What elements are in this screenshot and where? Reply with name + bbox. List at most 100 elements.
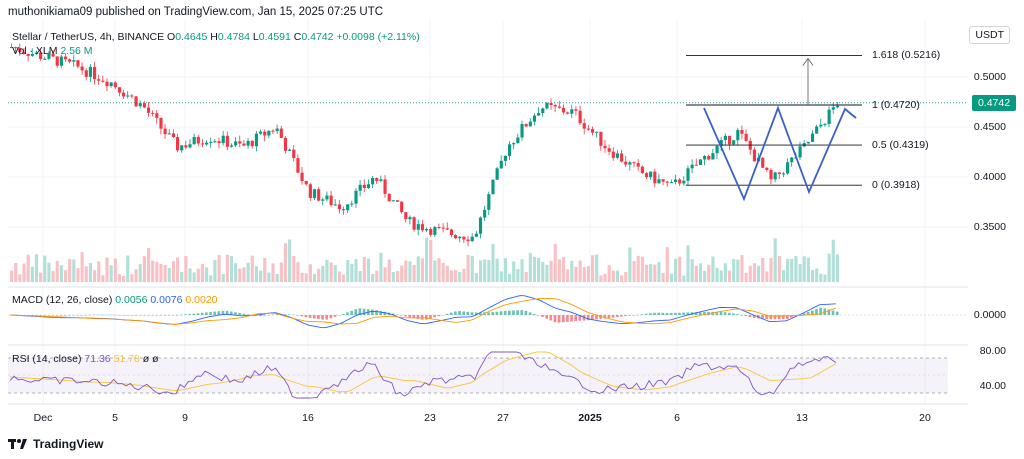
macd-histogram-bar bbox=[508, 310, 511, 315]
macd-histogram-bar bbox=[665, 312, 669, 315]
macd-histogram-bar bbox=[55, 315, 59, 316]
candle-body bbox=[566, 112, 570, 114]
volume-bar bbox=[395, 271, 400, 282]
volume-bar bbox=[47, 262, 51, 282]
fibonacci-levels[interactable] bbox=[686, 54, 862, 186]
tradingview-logo-icon bbox=[8, 439, 27, 449]
volume-bar bbox=[80, 252, 84, 282]
macd-histogram-bar bbox=[653, 312, 656, 315]
macd-histogram-bar bbox=[383, 311, 387, 315]
volume-bar bbox=[39, 272, 43, 282]
volume-bar bbox=[321, 265, 325, 282]
volume-bar bbox=[703, 270, 707, 282]
volume-bar bbox=[366, 258, 371, 282]
candle-body bbox=[520, 124, 524, 138]
macd-histogram-bar bbox=[574, 315, 578, 322]
time-tick-label: 20 bbox=[919, 412, 931, 424]
macd-histogram-bar bbox=[242, 313, 246, 315]
ohlc-value: 0.4742 bbox=[301, 31, 334, 43]
macd-histogram-bar bbox=[337, 315, 341, 316]
candle-body bbox=[63, 56, 68, 60]
volume-bar bbox=[624, 272, 628, 282]
volume-bar bbox=[628, 247, 632, 282]
candle-body bbox=[607, 148, 611, 152]
volume-bar bbox=[632, 261, 636, 282]
volume-bar bbox=[566, 269, 570, 282]
footer-brand[interactable]: TradingView bbox=[8, 437, 103, 451]
candle-body bbox=[59, 56, 63, 66]
candle-body bbox=[151, 112, 155, 114]
candle-body bbox=[379, 179, 383, 181]
volume-bar bbox=[30, 266, 34, 282]
candle-body bbox=[570, 109, 574, 114]
candle-body bbox=[615, 153, 620, 158]
macd-histogram-bar bbox=[777, 315, 781, 320]
macd-label[interactable]: MACD (12, 26, close) bbox=[12, 294, 113, 306]
symbol-name[interactable]: Stellar / TetherUS, 4h, BINANCE bbox=[12, 31, 165, 43]
macd-histogram-bar bbox=[478, 312, 482, 315]
candle-body bbox=[317, 189, 321, 201]
candle-body bbox=[466, 239, 470, 242]
volume-bar bbox=[283, 243, 288, 282]
macd-histogram-bar bbox=[711, 311, 714, 315]
currency-button[interactable]: USDT bbox=[969, 26, 1010, 44]
rsi-band bbox=[8, 358, 948, 393]
candle-body bbox=[51, 53, 55, 57]
macd-histogram-bar bbox=[727, 312, 731, 315]
candle-body bbox=[727, 135, 732, 145]
macd-histogram-bar bbox=[503, 310, 507, 315]
candle-body bbox=[213, 141, 217, 143]
macd-histogram-bar bbox=[686, 312, 690, 315]
rsi-label[interactable]: RSI (14, close) bbox=[12, 353, 82, 365]
candle-body bbox=[275, 128, 279, 132]
candle-body bbox=[420, 224, 424, 231]
volume-bar bbox=[611, 270, 615, 282]
volume-bar bbox=[678, 256, 682, 282]
volume-bar bbox=[474, 273, 478, 282]
volume-bar bbox=[732, 259, 736, 282]
macd-histogram-bar bbox=[615, 315, 619, 318]
volume-bar bbox=[379, 252, 383, 282]
target-arrow[interactable] bbox=[802, 57, 814, 105]
volume-bar bbox=[113, 258, 117, 282]
candle-body bbox=[250, 140, 254, 147]
candle-body bbox=[769, 169, 773, 180]
volume-bar bbox=[445, 265, 449, 282]
volume-bar bbox=[661, 272, 665, 282]
volume-bar bbox=[213, 259, 217, 282]
macd-histogram-bar bbox=[802, 313, 806, 315]
double-bottom-pattern[interactable] bbox=[703, 105, 857, 202]
macd-histogram-bar bbox=[437, 315, 441, 317]
publisher-line: muthonikiama09 published on TradingView.… bbox=[8, 6, 384, 18]
candle-body bbox=[234, 141, 238, 146]
macd-histogram-bar bbox=[296, 315, 299, 316]
candle-body bbox=[279, 128, 283, 138]
volume-bar bbox=[524, 272, 528, 282]
candle-body bbox=[229, 145, 234, 147]
candle-body bbox=[512, 143, 516, 145]
candle-body bbox=[835, 105, 839, 108]
volume-bar bbox=[532, 256, 537, 282]
symbol-legend: Stellar / TetherUS, 4h, BINANCE O0.4645 … bbox=[12, 31, 420, 43]
volume-bar bbox=[441, 262, 445, 282]
candle-body bbox=[694, 164, 698, 166]
candle-body bbox=[366, 184, 371, 189]
macd-histogram-bar bbox=[553, 315, 557, 323]
candle-body bbox=[292, 149, 296, 159]
candle-body bbox=[777, 172, 781, 175]
macd-histogram-bar bbox=[682, 312, 685, 315]
macd-histogram-bar bbox=[831, 310, 835, 315]
volume-bar bbox=[831, 239, 835, 282]
macd-histogram-bar bbox=[151, 315, 154, 316]
volume-bar bbox=[221, 274, 225, 282]
macd-histogram-bar bbox=[541, 315, 544, 318]
macd-histogram-bar bbox=[155, 315, 158, 316]
time-tick-label: 9 bbox=[182, 412, 188, 424]
brand-name: TradingView bbox=[33, 437, 104, 451]
volume-bar bbox=[578, 260, 582, 282]
candle-body bbox=[640, 166, 644, 174]
macd-histogram-bar bbox=[657, 312, 661, 315]
candle-body bbox=[798, 146, 802, 158]
volume-label[interactable]: Vol · XLM bbox=[12, 45, 58, 57]
